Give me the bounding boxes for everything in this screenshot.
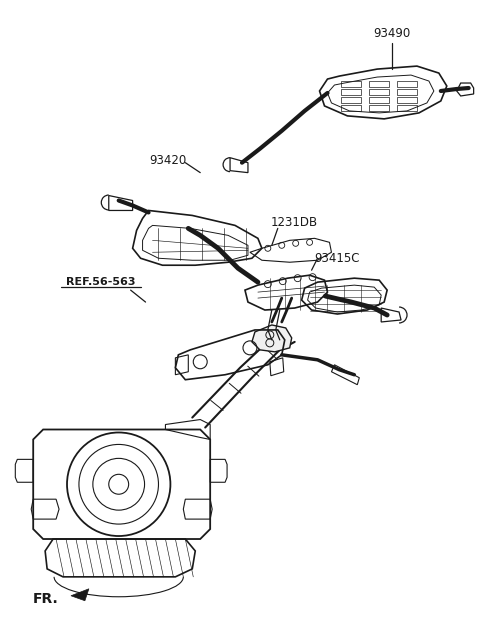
Text: REF.56-563: REF.56-563 xyxy=(66,277,135,287)
Polygon shape xyxy=(71,589,89,601)
Text: 93420: 93420 xyxy=(149,154,186,167)
Bar xyxy=(397,81,417,87)
Bar xyxy=(341,81,361,87)
Bar xyxy=(369,97,389,103)
Bar xyxy=(369,89,389,95)
Text: 1231DB: 1231DB xyxy=(271,216,318,229)
Bar xyxy=(341,89,361,95)
Bar xyxy=(397,97,417,103)
Text: FR.: FR. xyxy=(33,592,59,605)
Polygon shape xyxy=(252,325,292,352)
Text: 93415C: 93415C xyxy=(315,252,360,265)
Bar xyxy=(341,105,361,111)
Bar xyxy=(341,97,361,103)
Bar xyxy=(397,105,417,111)
Text: 93490: 93490 xyxy=(373,27,411,40)
Bar xyxy=(397,89,417,95)
Bar xyxy=(369,105,389,111)
Bar xyxy=(369,81,389,87)
